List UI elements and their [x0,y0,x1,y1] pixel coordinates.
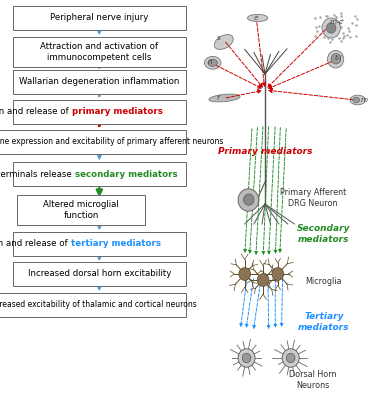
Circle shape [331,54,341,64]
FancyBboxPatch shape [13,6,186,30]
FancyBboxPatch shape [0,293,186,317]
Ellipse shape [208,59,217,66]
Text: Dorsal Horn
Neurons: Dorsal Horn Neurons [289,370,337,390]
Ellipse shape [209,94,240,102]
Text: tertiary mediators: tertiary mediators [71,240,161,248]
FancyBboxPatch shape [13,100,186,124]
Text: Primary Afferent
DRG Neuron: Primary Afferent DRG Neuron [280,188,346,208]
Ellipse shape [353,97,360,103]
Circle shape [238,189,259,211]
FancyBboxPatch shape [0,130,186,154]
FancyBboxPatch shape [13,162,186,186]
Circle shape [272,268,284,280]
Text: s: s [217,35,221,41]
FancyBboxPatch shape [13,232,186,256]
Ellipse shape [204,56,221,69]
Text: f: f [217,95,219,101]
Ellipse shape [247,14,268,22]
Circle shape [286,353,295,363]
FancyBboxPatch shape [13,262,186,286]
Text: secondary mediators: secondary mediators [75,170,177,178]
Text: Increased dorsal horn excitability: Increased dorsal horn excitability [28,270,171,278]
Text: Generation and release of: Generation and release of [0,240,71,248]
Text: Secondary
mediators: Secondary mediators [297,224,351,244]
Text: n: n [208,59,213,65]
Circle shape [282,349,299,367]
Circle shape [239,268,251,280]
Ellipse shape [350,95,365,105]
Text: Peripheral nerve injury: Peripheral nerve injury [50,14,149,22]
Circle shape [322,18,340,38]
Circle shape [244,194,254,205]
Text: Altered microglial
function: Altered microglial function [43,200,119,220]
Text: Microglia: Microglia [305,278,342,286]
Text: m-c: m-c [330,19,344,25]
Circle shape [326,23,336,33]
Text: Increased excitability of thalamic and cortical neurons: Increased excitability of thalamic and c… [0,300,197,309]
Text: Primary afferent terminals release: Primary afferent terminals release [0,170,75,178]
Text: t-l: t-l [335,55,342,61]
Circle shape [242,353,251,363]
Ellipse shape [214,34,233,50]
Text: m: m [361,97,368,103]
Text: Wallarian degeneration inflammation: Wallarian degeneration inflammation [19,78,180,86]
FancyBboxPatch shape [13,70,186,94]
Text: Tertiary
mediators: Tertiary mediators [298,312,350,332]
Text: e: e [254,15,258,21]
Text: Altered gene expression and excitability of primary afferent neurons: Altered gene expression and excitability… [0,138,224,146]
Text: Primary mediators: Primary mediators [218,148,312,156]
FancyBboxPatch shape [13,37,186,67]
Text: Generation and release of: Generation and release of [0,108,72,116]
Text: primary mediators: primary mediators [72,108,163,116]
Text: Attraction and activation of
immunocompetent cells: Attraction and activation of immunocompe… [40,42,158,62]
FancyBboxPatch shape [17,195,145,225]
Circle shape [257,274,269,286]
Circle shape [238,349,255,367]
Circle shape [328,50,344,68]
